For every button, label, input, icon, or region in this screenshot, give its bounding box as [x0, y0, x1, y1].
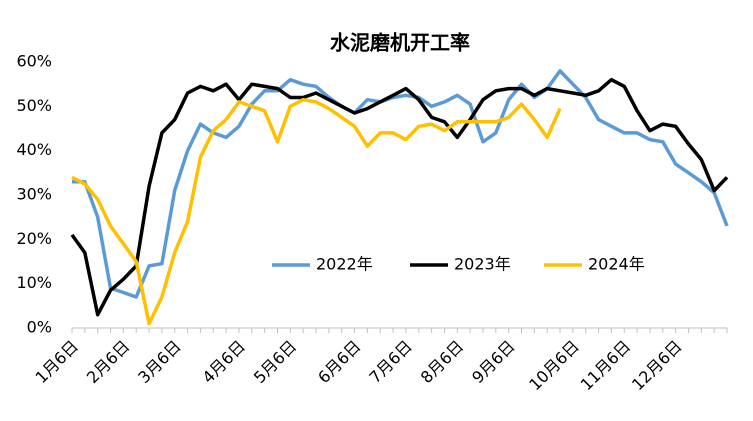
x-tick-label: 4月6日: [199, 337, 249, 387]
legend-label: 2024年: [588, 255, 645, 274]
y-tick-label: 20%: [16, 229, 52, 248]
x-tick-label: 8月6日: [417, 337, 467, 387]
x-tick-label: 3月6日: [134, 337, 184, 387]
y-tick-label: 50%: [16, 96, 52, 115]
x-tick-label: 9月6日: [468, 337, 518, 387]
x-tick-label: 2月6日: [83, 337, 133, 387]
series-line: [70, 77, 729, 317]
legend-label: 2022年: [316, 255, 373, 274]
x-tick-label: 12月6日: [628, 337, 686, 395]
series-line: [72, 69, 729, 299]
x-tick-label: 6月6日: [314, 337, 364, 387]
x-tick-label: 5月6日: [250, 337, 300, 387]
y-tick-label: 30%: [16, 185, 52, 204]
chart-title: 水泥磨机开工率: [330, 31, 470, 55]
y-tick-label: 10%: [16, 273, 52, 292]
series-line: [71, 97, 562, 326]
x-tick-label: 1月6日: [32, 337, 82, 387]
y-tick-label: 60%: [16, 52, 52, 71]
y-tick-label: 0%: [27, 318, 52, 337]
legend-label: 2023年: [454, 255, 511, 274]
x-tick-label: 11月6日: [577, 337, 635, 395]
x-tick-label: 10月6日: [525, 337, 583, 395]
y-tick-label: 40%: [16, 140, 52, 159]
x-tick-label: 7月6日: [365, 337, 415, 387]
